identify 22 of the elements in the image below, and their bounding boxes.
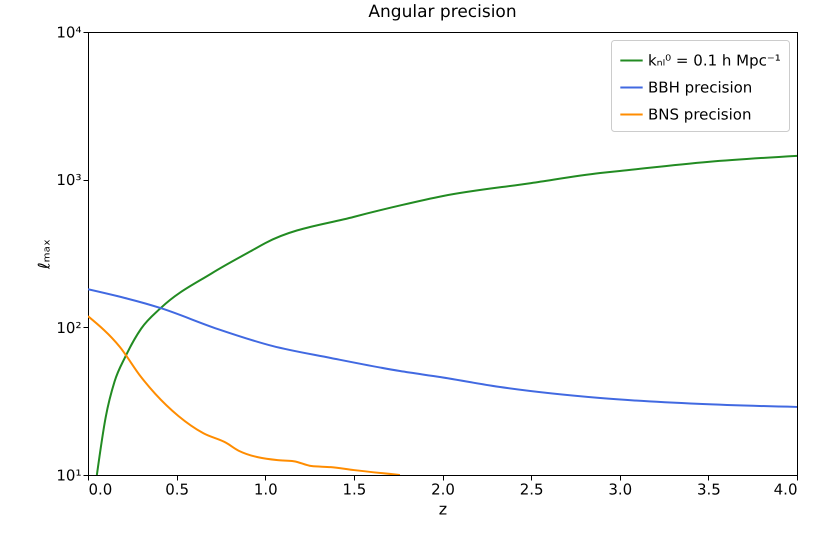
line-series: [88, 315, 401, 475]
x-tick-label: 1.0: [254, 480, 278, 498]
x-tick-label: 2.5: [520, 480, 544, 498]
line-series: [96, 154, 797, 475]
chart-title: Angular precision: [368, 2, 517, 22]
x-tick-label: 2.0: [431, 480, 455, 498]
legend-label: BNS precision: [648, 106, 752, 124]
x-tick-label: 0.0: [88, 480, 112, 498]
x-axis-title: z: [438, 500, 448, 518]
x-tick-label: 3.5: [696, 480, 721, 498]
y-tick-label: 10²: [56, 318, 82, 337]
y-tick-label: 10¹: [56, 466, 82, 484]
y-tick-label: 10³: [56, 171, 82, 190]
y-tick-label: 10⁴: [56, 24, 82, 42]
x-tick-label: 1.5: [342, 480, 366, 498]
legend-label: BBH precision: [648, 78, 752, 96]
legend-label: kₙₗ⁰ = 0.1 h Mpc⁻¹: [648, 52, 781, 70]
line-series: [88, 288, 797, 408]
x-tick-label: 4.0: [774, 480, 798, 498]
x-tick-label: 3.0: [608, 480, 632, 498]
x-tick-label: 0.5: [165, 480, 190, 498]
y-axis-title: ℓₘₐₓ: [34, 239, 54, 270]
